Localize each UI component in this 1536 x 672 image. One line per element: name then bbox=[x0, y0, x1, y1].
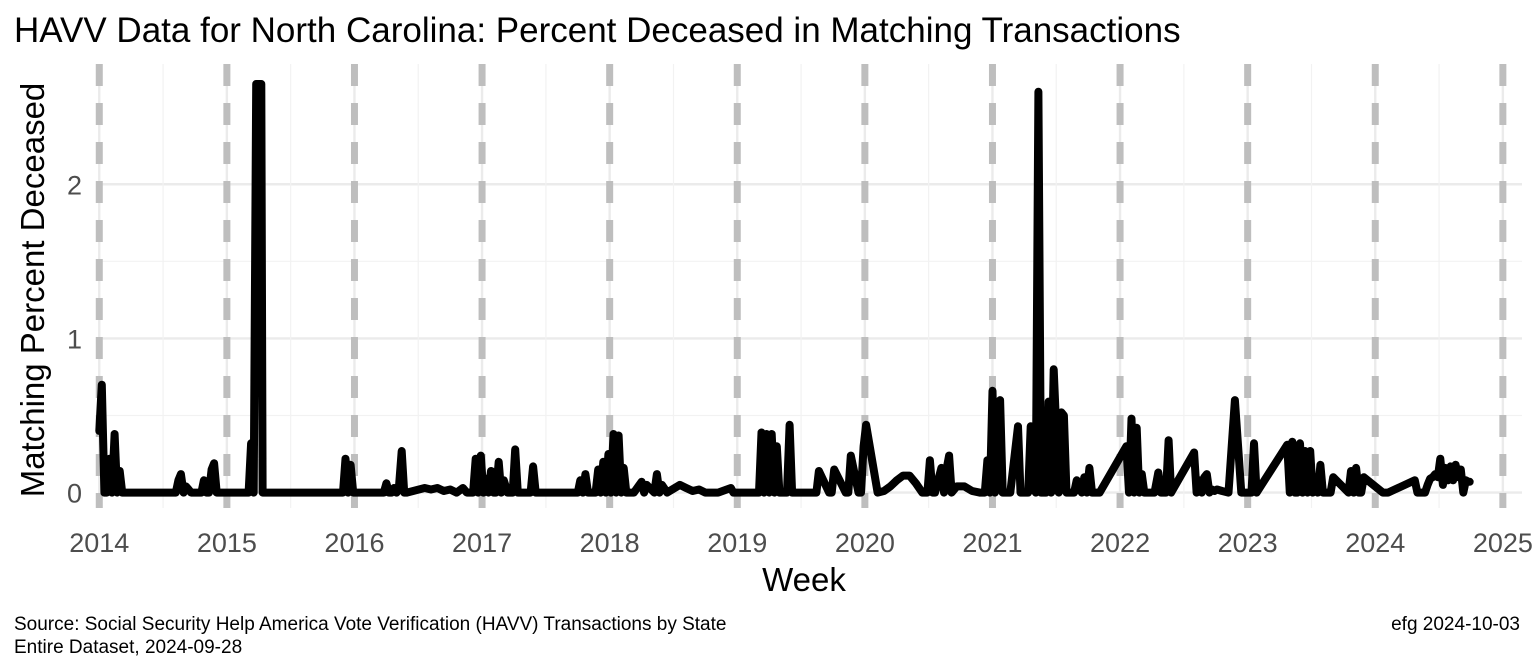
x-tick-label: 2015 bbox=[197, 528, 257, 558]
x-tick-label: 2018 bbox=[580, 528, 640, 558]
x-tick-label: 2020 bbox=[835, 528, 895, 558]
y-axis-label: Matching Percent Deceased bbox=[14, 83, 51, 498]
x-tick-label: 2023 bbox=[1218, 528, 1278, 558]
x-tick-label: 2016 bbox=[324, 528, 384, 558]
x-tick-label: 2022 bbox=[1090, 528, 1150, 558]
x-tick-label: 2017 bbox=[452, 528, 512, 558]
series-line bbox=[95, 80, 1474, 497]
y-tick-label: 2 bbox=[67, 170, 82, 200]
y-tick-labels: 0 1 2 bbox=[67, 170, 82, 508]
dataset-caption: Entire Dataset, 2024-09-28 bbox=[14, 637, 242, 658]
x-tick-label: 2021 bbox=[962, 528, 1022, 558]
credit-caption: efg 2024-10-03 bbox=[1391, 614, 1520, 635]
x-tick-label: 2019 bbox=[707, 528, 767, 558]
x-axis-label: Week bbox=[762, 561, 846, 598]
source-caption: Source: Social Security Help America Vot… bbox=[14, 614, 726, 635]
x-tick-label: 2025 bbox=[1473, 528, 1533, 558]
x-tick-label: 2014 bbox=[69, 528, 129, 558]
x-tick-labels: 2014 2015 2016 2017 2018 2019 2020 2021 2022 2023… bbox=[69, 528, 1533, 558]
y-tick-label: 0 bbox=[67, 479, 82, 509]
x-tick-label: 2024 bbox=[1345, 528, 1405, 558]
y-tick-label: 1 bbox=[67, 324, 82, 354]
chart-title: HAVV Data for North Carolina: Percent De… bbox=[14, 11, 1181, 50]
